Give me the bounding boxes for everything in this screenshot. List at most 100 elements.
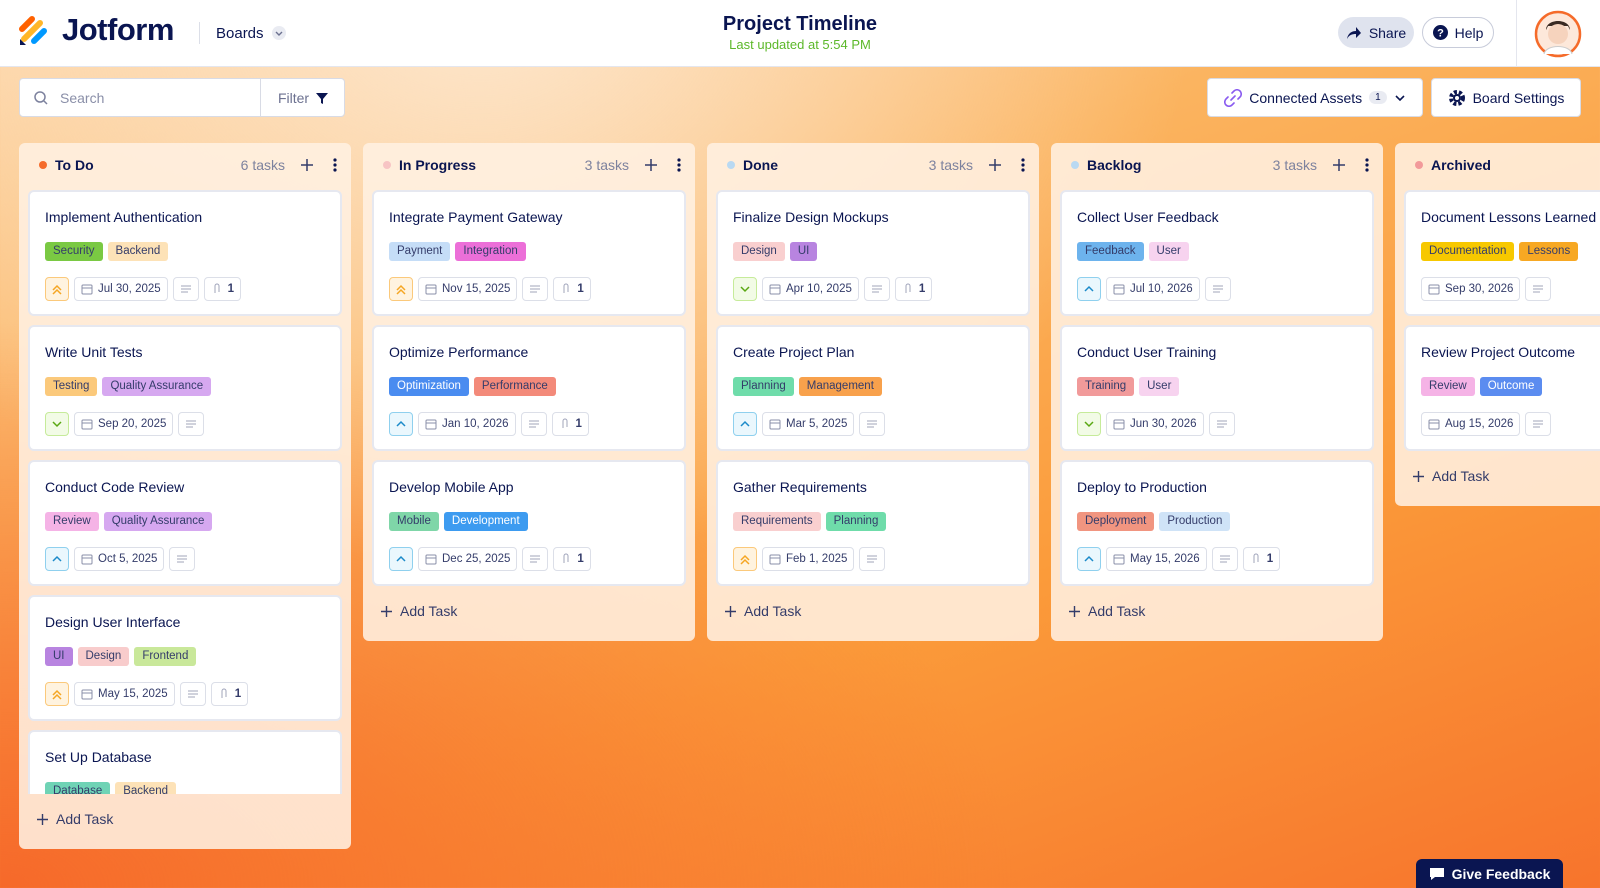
description-indicator	[179, 682, 206, 706]
more-icon[interactable]	[677, 158, 681, 172]
task-card[interactable]: Optimize Performance Optimization Performa…	[372, 325, 686, 451]
task-card[interactable]: Finalize Design Mockups Design UI Apr 10, 2…	[716, 190, 1030, 316]
priority-icon-glyph	[1084, 555, 1094, 562]
add-task-button[interactable]: Add Task	[381, 603, 457, 619]
due-date: Aug 15, 2026	[1421, 412, 1521, 436]
description-indicator	[1211, 547, 1238, 571]
notes-icon	[871, 283, 883, 295]
clip-icon-glyph	[905, 283, 911, 293]
notes-icon	[529, 283, 541, 295]
due-date: May 15, 2025	[74, 682, 175, 706]
add-task-button[interactable]: Add Task	[725, 603, 801, 619]
card-list: Document Lessons Learned Documentation Les…	[1395, 190, 1600, 451]
priority-icon	[389, 547, 413, 571]
share-label: Share	[1368, 24, 1407, 41]
tag: User	[1139, 377, 1180, 396]
task-card[interactable]: Conduct Code Review Review Quality Assuran…	[28, 460, 342, 586]
add-icon[interactable]	[301, 159, 313, 171]
task-card[interactable]: Set Up Database Database Backend	[28, 730, 342, 794]
add-icon[interactable]	[989, 159, 1001, 171]
tag: Quality Assurance	[103, 512, 213, 531]
clip-icon-glyph	[563, 553, 569, 563]
card-meta: May 15, 2026 1	[1077, 547, 1281, 571]
task-card[interactable]: Deploy to Production Deployment Production…	[1060, 460, 1374, 586]
feedback-icon	[1429, 868, 1444, 880]
filter-button[interactable]: Filter	[261, 79, 345, 116]
add-icon[interactable]	[645, 159, 657, 171]
attachment-number: 1	[1266, 553, 1274, 565]
avatar[interactable]	[1534, 10, 1582, 58]
tag: User	[1148, 242, 1189, 261]
connected-assets-button[interactable]: Connected Assets 1	[1207, 78, 1423, 117]
task-card[interactable]: Develop Mobile App Mobile Development Dec 2…	[372, 460, 686, 586]
help-button[interactable]: ? Help	[1422, 17, 1494, 48]
due-date: Jul 30, 2025	[74, 277, 168, 301]
task-card[interactable]: Collect User Feedback Feedback User Jul 10,…	[1060, 190, 1374, 316]
clip-icon-glyph	[562, 418, 568, 428]
card-title: Review Project Outcome	[1421, 344, 1576, 360]
tag: Management	[798, 377, 882, 396]
tag: Integration	[455, 242, 526, 261]
task-card[interactable]: Document Lessons Learned Documentation Les…	[1404, 190, 1600, 316]
task-card[interactable]: Write Unit Tests Testing Quality Assurance…	[28, 325, 342, 451]
notes-icon-glyph	[1212, 285, 1223, 293]
chevron	[271, 26, 286, 40]
task-count: 3 tasks	[584, 157, 629, 173]
notes-icon	[528, 418, 540, 430]
task-card[interactable]: Review Project Outcome Review Outcome Aug 1…	[1404, 325, 1600, 451]
card-title: Set Up Database	[45, 749, 152, 765]
notes-icon-glyph	[867, 555, 878, 563]
task-card[interactable]: Integrate Payment Gateway Payment Integrat…	[372, 190, 686, 316]
calendar-icon	[769, 283, 781, 295]
add-task-button[interactable]: Add Task	[1413, 468, 1489, 484]
due-date: Jan 10, 2026	[418, 412, 516, 436]
boards-menu[interactable]: Boards	[216, 20, 287, 46]
board-settings-button[interactable]: Board Settings	[1431, 78, 1581, 117]
task-card[interactable]: Gather Requirements Requirements Planning F…	[716, 460, 1030, 586]
attachment-count: 1	[553, 277, 591, 301]
description-indicator	[172, 277, 199, 301]
column: Archived Document Lessons Learned Document…	[1395, 143, 1600, 506]
tag: Design	[733, 242, 785, 261]
priority-icon	[45, 547, 69, 571]
task-card[interactable]: Create Project Plan Planning Management Mar…	[716, 325, 1030, 451]
share-button[interactable]: Share	[1338, 17, 1414, 48]
notes-icon	[1216, 418, 1228, 430]
header: Jotform Boards Project Timeline Last upd…	[0, 0, 1600, 67]
clip-icon-glyph	[221, 688, 227, 698]
link-icon	[1224, 88, 1243, 107]
priority-icon	[45, 277, 69, 301]
calendar-icon-glyph	[769, 554, 781, 565]
search-box[interactable]: Search Filter	[19, 78, 345, 117]
more-icon[interactable]	[1021, 158, 1025, 172]
calendar-icon	[769, 418, 781, 430]
feedback-label: Give Feedback	[1451, 866, 1551, 882]
column: In Progress 3 tasks Integrate Payment Gate…	[363, 143, 695, 641]
card-meta: Jul 30, 2025 1	[45, 277, 242, 301]
date-text: Apr 10, 2025	[786, 283, 852, 295]
column: Done 3 tasks Finalize Design Mockups Design…	[707, 143, 1039, 641]
tag: Deployment	[1077, 512, 1155, 531]
notes-icon	[185, 418, 197, 430]
tag: Outcome	[1479, 377, 1543, 396]
add-icon	[1069, 605, 1080, 617]
tag: UI	[45, 647, 73, 666]
more-icon-glyph	[333, 158, 337, 172]
task-card[interactable]: Conduct User Training Training User Jun 30,…	[1060, 325, 1374, 451]
task-card[interactable]: Implement Authentication Security Backend J…	[28, 190, 342, 316]
add-task-button[interactable]: Add Task	[37, 811, 113, 827]
task-card[interactable]: Design User Interface UI Design Frontend May…	[28, 595, 342, 721]
add-icon[interactable]	[1333, 159, 1345, 171]
tag: Feedback	[1077, 242, 1144, 261]
tag: Design	[77, 647, 130, 666]
more-icon[interactable]	[1365, 158, 1369, 172]
add-icon-glyph	[1413, 470, 1424, 482]
priority-icon-glyph	[396, 284, 406, 295]
give-feedback-button[interactable]: Give Feedback	[1416, 859, 1563, 888]
column-header: Archived	[1395, 143, 1600, 187]
calendar-icon-glyph	[769, 419, 781, 430]
add-task-button[interactable]: Add Task	[1069, 603, 1145, 619]
card-title: Finalize Design Mockups	[733, 209, 889, 225]
add-task-label: Add Task	[1432, 468, 1490, 484]
more-icon[interactable]	[333, 158, 337, 172]
